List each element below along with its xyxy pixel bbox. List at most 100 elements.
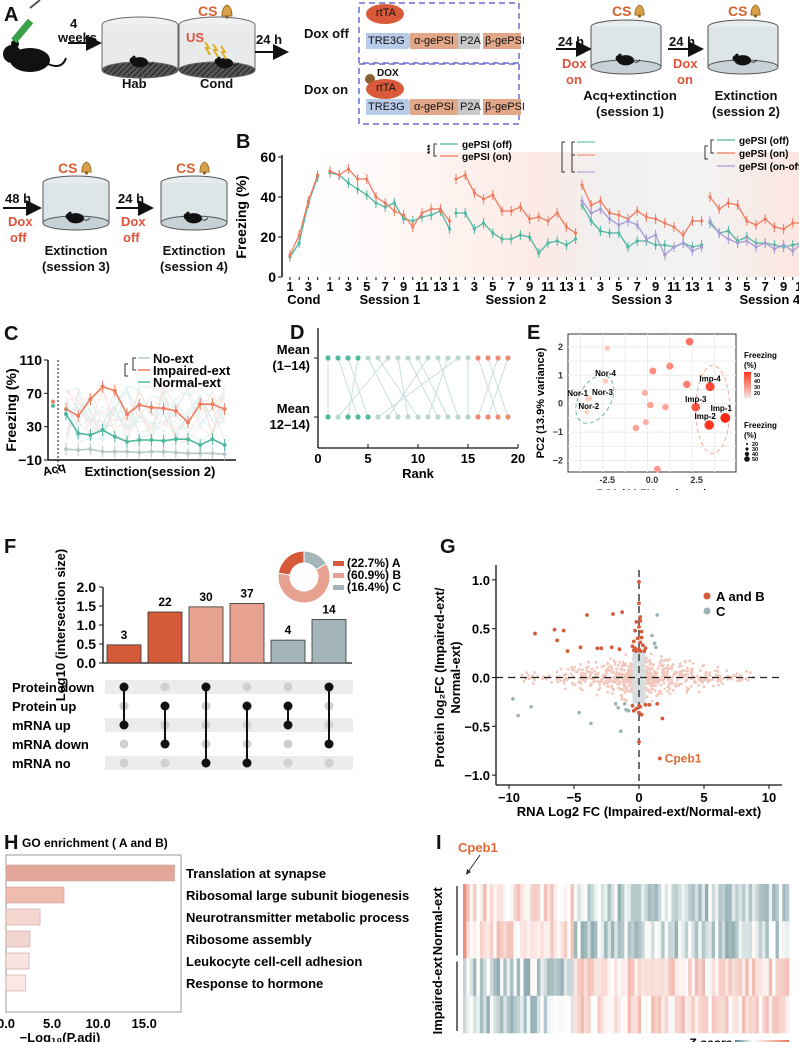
ab-point (617, 647, 622, 652)
c-point (589, 721, 593, 726)
bg-point (629, 662, 633, 665)
heatmap-cell (741, 884, 746, 922)
x-tick-label: 9 (652, 279, 659, 294)
bg-point (664, 658, 668, 661)
heatmap-cell (610, 921, 615, 959)
heatmap-cell (567, 884, 571, 922)
heatmap-cell (607, 921, 612, 959)
go-term-label: Neurotransmitter metabolic process (186, 910, 409, 925)
dox-molecule-label: DOX (377, 68, 399, 79)
heatmap-cell (785, 995, 790, 1034)
rank-link (487, 357, 509, 418)
rank-link (347, 357, 369, 418)
heatmap-cell (600, 921, 605, 959)
x-tick-label: −10 (498, 790, 520, 805)
data-point (546, 241, 550, 245)
bar-count-label: 22 (158, 595, 172, 609)
ab-point (637, 710, 641, 715)
heatmap-cell (526, 921, 531, 959)
bg-point (623, 683, 627, 687)
series-line-on (329, 168, 451, 229)
ab-point (660, 716, 665, 721)
data-point (365, 193, 369, 197)
data-point (574, 237, 578, 241)
bg-point (716, 679, 720, 683)
heatmap-cell (597, 921, 602, 959)
heatmap-cell (748, 884, 753, 922)
pca-point (586, 395, 593, 401)
heatmap-cell (547, 958, 551, 997)
data-point (149, 449, 154, 454)
data-point (708, 219, 712, 223)
bg-point (578, 686, 582, 690)
data-point (88, 397, 93, 402)
y-tick-label: −1.0 (464, 768, 490, 783)
c-point (654, 645, 658, 650)
heatmap-cell (785, 921, 790, 959)
bg-point (702, 678, 705, 682)
heatmap-cell (577, 958, 581, 997)
heatmap-cell (583, 884, 588, 922)
heatmap-cell (711, 995, 716, 1034)
heatmap-cell (466, 958, 471, 997)
chart-h-go-enrichment: GO enrichment ( A and B) Translation at s… (0, 836, 409, 1042)
bg-point (620, 664, 624, 668)
significance-mark: *** (426, 144, 435, 154)
row-label: Mean (277, 342, 310, 357)
heatmap-cell (701, 958, 706, 997)
pca-point (641, 389, 648, 396)
heatmap-cell (503, 884, 507, 922)
dox-on-1-line2: on (566, 72, 582, 87)
data-point (791, 221, 795, 225)
heatmap-cell (540, 958, 544, 997)
bg-point (615, 679, 619, 683)
heatmap-cell (775, 884, 780, 922)
matrix-dot-filled (324, 682, 334, 692)
colorbar-title: Z-score (688, 1036, 733, 1042)
matrix-stripe (105, 718, 353, 732)
heatmap-cell (762, 995, 766, 1034)
series-line-on (289, 174, 319, 256)
chart-g-scatter: −10 −5 0 5 10 −1.0 −0.5 0.0 0.5 1.0 RNA Log2 FC (I… (432, 565, 782, 819)
set-label: mRNA down (12, 737, 89, 752)
x-tick-label: 1 (452, 279, 459, 294)
bg-point (688, 659, 692, 663)
heatmap-cell (607, 995, 612, 1034)
bg-point (609, 657, 612, 661)
ext2-title-2: (session 2) (712, 104, 780, 119)
individual-trace (65, 387, 225, 443)
bg-point (531, 674, 534, 678)
ab-point (647, 702, 652, 707)
bg-point (645, 668, 649, 672)
heatmap-cell (466, 995, 471, 1034)
bg-point (610, 666, 614, 670)
heatmap-cell (701, 995, 706, 1034)
bg-point (670, 666, 674, 670)
ab-point (565, 649, 570, 654)
data-point (472, 227, 476, 231)
heatmap-cell (782, 958, 786, 997)
matrix-dot-filled (242, 701, 252, 711)
x-tick-label: 11 (541, 279, 555, 294)
heatmap-cell (664, 884, 669, 922)
data-point (112, 388, 117, 393)
x-tick-label: 7 (382, 279, 389, 294)
data-point (518, 233, 522, 237)
heatmap-cell (624, 884, 628, 922)
bg-point (716, 670, 720, 673)
y-tick-label: 2 (558, 342, 563, 352)
heatmap-cell (735, 884, 739, 922)
heatmap-cell (506, 921, 511, 959)
heatmap-cell (694, 958, 699, 997)
heatmap-cell (721, 958, 726, 997)
bar-count-label: 14 (322, 602, 336, 616)
heatmap-cell (466, 884, 471, 922)
bg-point (653, 673, 657, 677)
legend-label: Impaired-ext (153, 363, 231, 378)
data-point (297, 241, 301, 245)
bg-point (711, 678, 715, 681)
heatmap-cell (547, 884, 551, 922)
bg-point (595, 666, 599, 670)
heatmap-cell (493, 884, 497, 922)
bg-point (607, 666, 610, 669)
